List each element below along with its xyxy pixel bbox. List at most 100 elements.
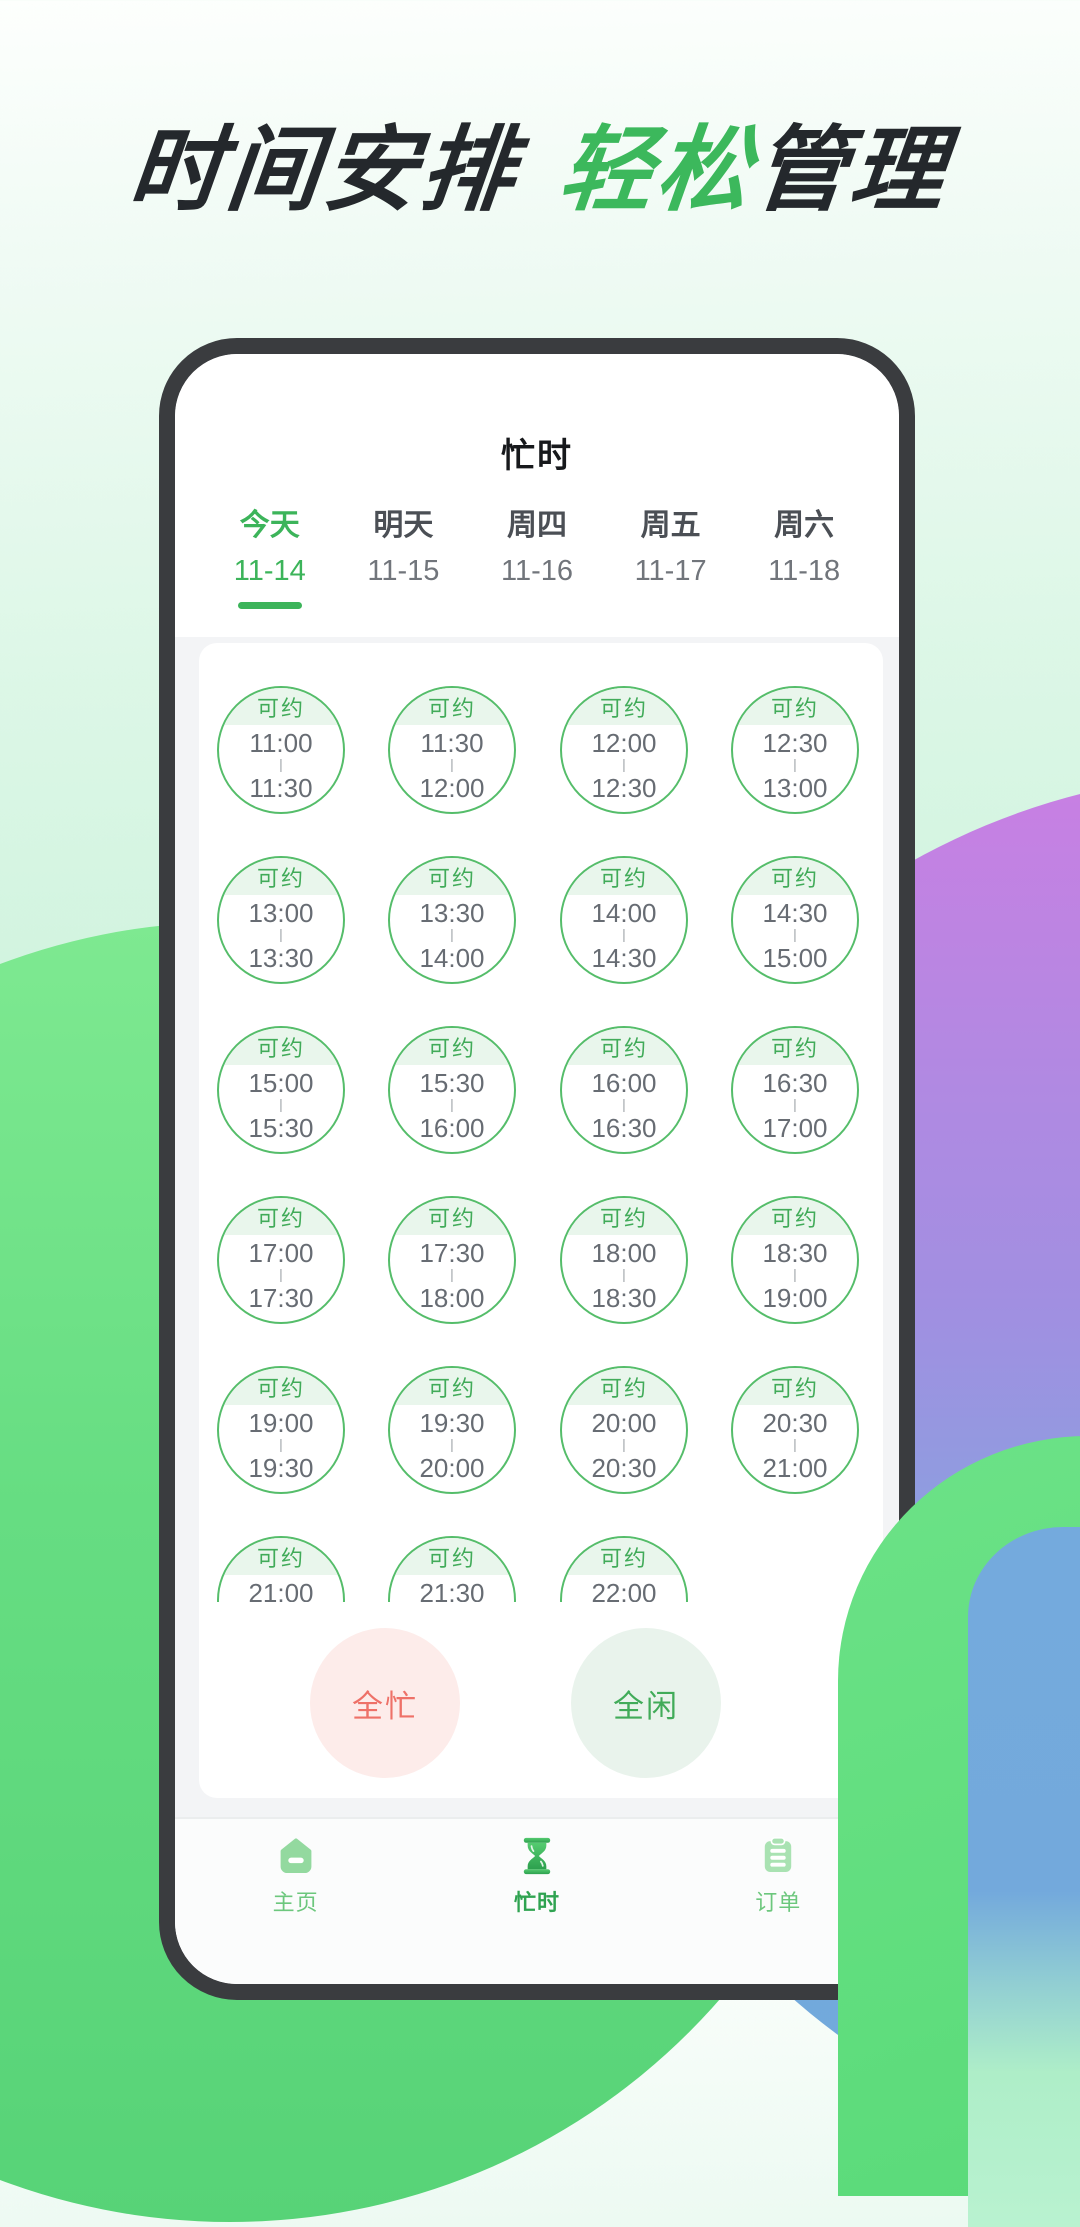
time-slot[interactable]: 可约 17:30 | 18:00 [388, 1196, 516, 1324]
time-slot[interactable]: 可约 13:30 | 14:00 [388, 856, 516, 984]
slot-time-separator: | [450, 1096, 454, 1112]
time-slot[interactable]: 可约 21:30 [388, 1536, 516, 1602]
slot-available-badge: 可约 [733, 688, 857, 725]
home-icon [273, 1833, 319, 1879]
slot-time-separator: | [450, 756, 454, 772]
time-slot[interactable]: 可约 18:30 | 19:00 [731, 1196, 859, 1324]
nav-item-1[interactable]: 忙时 [477, 1833, 597, 1917]
headline-black-text: 时间安排 [124, 118, 524, 222]
slot-available-badge: 可约 [390, 1028, 514, 1065]
phone-screen: 忙时 今天 11-14 明天 11-15 周四 11-16 周五 11-17 周六 11-18 可… [175, 354, 899, 1984]
slot-available-badge: 可约 [733, 1198, 857, 1235]
slot-time-separator: | [793, 1096, 797, 1112]
slot-start-time: 14:00 [591, 898, 657, 928]
tab-day-0[interactable]: 今天 11-14 [234, 506, 306, 609]
slot-start-time: 21:00 [248, 1578, 314, 1602]
nav-item-label: 忙时 [513, 1890, 560, 1915]
slot-start-time: 19:00 [248, 1408, 314, 1438]
time-slot[interactable]: 可约 19:30 | 20:00 [388, 1366, 516, 1494]
time-slot-grid: 可约 11:00 | 11:30 可约 11:30 | 12:00 可约 12:00 | 12:30 可… [199, 643, 883, 1602]
time-slot[interactable]: 可约 15:00 | 15:30 [217, 1026, 345, 1154]
slot-time-separator: | [450, 1436, 454, 1452]
slot-end-time: 17:00 [762, 1113, 828, 1143]
all-busy-button[interactable]: 全忙 [310, 1628, 460, 1778]
slot-end-time: 15:30 [248, 1113, 314, 1143]
time-slot[interactable]: 可约 17:00 | 17:30 [217, 1196, 345, 1324]
tab-day-1[interactable]: 明天 11-15 [367, 506, 439, 589]
time-slot[interactable]: 可约 11:00 | 11:30 [217, 686, 345, 814]
time-slot[interactable]: 可约 22:00 [560, 1536, 688, 1602]
slot-available-badge: 可约 [219, 1028, 343, 1065]
time-slot[interactable]: 可约 14:00 | 14:30 [560, 856, 688, 984]
time-slot[interactable]: 可约 14:30 | 15:00 [731, 856, 859, 984]
slot-time-separator: | [622, 1436, 626, 1452]
slot-start-time: 19:30 [419, 1408, 485, 1438]
phone-mockup: 忙时 今天 11-14 明天 11-15 周四 11-16 周五 11-17 周六 11-18 可… [159, 338, 915, 2000]
tab-date-label: 11-18 [768, 555, 841, 587]
all-free-button[interactable]: 全闲 [571, 1628, 721, 1778]
slot-start-time: 12:00 [591, 728, 657, 758]
slot-start-time: 13:30 [419, 898, 485, 928]
slot-available-badge: 可约 [562, 1368, 686, 1405]
slot-start-time: 18:00 [591, 1238, 657, 1268]
slot-available-badge: 可约 [733, 858, 857, 895]
slot-end-time: 14:30 [591, 943, 657, 973]
slot-end-time: 11:30 [249, 773, 313, 803]
tab-day-label: 周六 [774, 509, 835, 542]
slot-available-badge: 可约 [733, 1028, 857, 1065]
time-slot[interactable]: 可约 12:30 | 13:00 [731, 686, 859, 814]
time-slot[interactable]: 可约 21:00 [217, 1536, 345, 1602]
time-slot[interactable]: 可约 15:30 | 16:00 [388, 1026, 516, 1154]
slot-start-time: 17:00 [248, 1238, 314, 1268]
slot-end-time: 21:00 [762, 1453, 828, 1483]
slot-end-time: 20:30 [591, 1453, 657, 1483]
tab-day-label: 今天 [239, 509, 300, 542]
tab-day-3[interactable]: 周五 11-17 [635, 506, 707, 589]
slot-start-time: 11:00 [249, 728, 313, 758]
slot-available-badge: 可约 [219, 858, 343, 895]
slot-start-time: 14:30 [762, 898, 828, 928]
slot-available-badge: 可约 [562, 1198, 686, 1235]
time-slot[interactable]: 可约 16:30 | 17:00 [731, 1026, 859, 1154]
slot-available-badge: 可约 [562, 1538, 686, 1575]
slot-end-time: 12:00 [419, 773, 485, 803]
slot-available-badge: 可约 [562, 858, 686, 895]
time-slot[interactable]: 可约 16:00 | 16:30 [560, 1026, 688, 1154]
slot-time-separator: | [622, 1266, 626, 1282]
page-title: 忙时 [501, 437, 573, 475]
slot-start-time: 18:30 [762, 1238, 828, 1268]
slot-available-badge: 可约 [390, 1198, 514, 1235]
tab-date-label: 11-17 [634, 555, 707, 587]
tab-day-label: 周五 [640, 509, 701, 542]
active-tab-underline [237, 602, 302, 609]
slot-start-time: 16:00 [591, 1068, 657, 1098]
tab-day-4[interactable]: 周六 11-18 [768, 506, 840, 589]
nav-item-0[interactable]: 主页 [236, 1833, 356, 1917]
tab-date-label: 11-14 [233, 555, 306, 587]
slot-start-time: 12:30 [762, 728, 828, 758]
time-slot[interactable]: 可约 20:30 | 21:00 [731, 1366, 859, 1494]
nav-item-label: 主页 [272, 1890, 319, 1915]
slot-time-separator: | [793, 756, 797, 772]
slot-end-time: 20:00 [419, 1453, 485, 1483]
slot-time-separator: | [793, 1436, 797, 1452]
time-slot[interactable]: 可约 20:00 | 20:30 [560, 1366, 688, 1494]
bottom-nav-bar: 主页 忙时 订单 [175, 1817, 899, 1984]
time-slot[interactable]: 可约 11:30 | 12:00 [388, 686, 516, 814]
slot-end-time: 14:00 [419, 943, 485, 973]
time-slot[interactable]: 可约 18:00 | 18:30 [560, 1196, 688, 1324]
slot-start-time: 13:00 [248, 898, 314, 928]
slot-time-separator: | [622, 756, 626, 772]
slot-end-time: 15:00 [762, 943, 828, 973]
schedule-card: 可约 11:00 | 11:30 可约 11:30 | 12:00 可约 12:00 | 12:30 可… [199, 643, 883, 1798]
tab-day-2[interactable]: 周四 11-16 [501, 506, 573, 589]
time-slot[interactable]: 可约 19:00 | 19:30 [217, 1366, 345, 1494]
time-slot[interactable]: 可约 12:00 | 12:30 [560, 686, 688, 814]
slot-start-time: 15:00 [248, 1068, 314, 1098]
slot-time-separator: | [279, 1096, 283, 1112]
slot-end-time: 19:00 [762, 1283, 828, 1313]
slot-available-badge: 可约 [390, 1368, 514, 1405]
time-slot[interactable]: 可约 13:00 | 13:30 [217, 856, 345, 984]
slot-time-separator: | [279, 1266, 283, 1282]
nav-item-2[interactable]: 订单 [718, 1833, 838, 1917]
